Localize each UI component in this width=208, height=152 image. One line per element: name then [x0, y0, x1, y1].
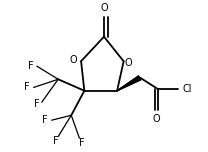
Text: O: O [100, 3, 108, 13]
Polygon shape [117, 75, 141, 91]
Text: F: F [34, 99, 40, 109]
Text: Cl: Cl [183, 84, 192, 94]
Text: F: F [28, 61, 34, 71]
Text: F: F [53, 136, 58, 147]
Text: O: O [153, 114, 160, 124]
Text: O: O [69, 55, 77, 65]
Text: F: F [42, 115, 48, 125]
Text: F: F [24, 82, 30, 92]
Text: O: O [125, 58, 132, 68]
Text: F: F [79, 138, 85, 148]
